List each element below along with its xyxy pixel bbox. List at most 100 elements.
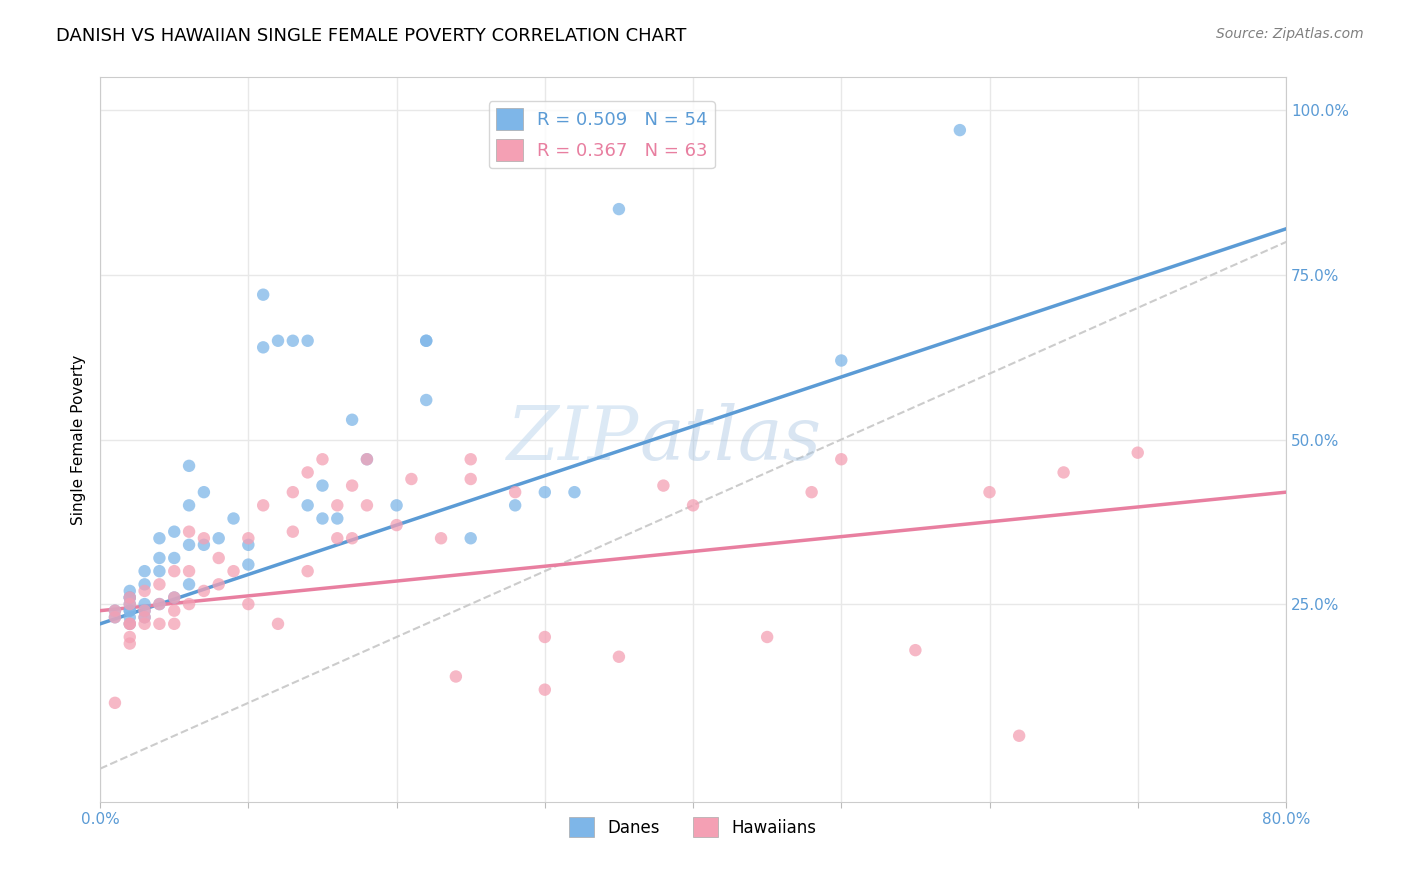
Point <box>134 597 156 611</box>
Point <box>134 604 156 618</box>
Point <box>118 616 141 631</box>
Point <box>401 472 423 486</box>
Point <box>830 353 852 368</box>
Point <box>222 564 245 578</box>
Point <box>415 334 437 348</box>
Point <box>148 551 170 566</box>
Point <box>533 682 555 697</box>
Point <box>385 499 408 513</box>
Point <box>134 577 156 591</box>
Point <box>163 551 186 566</box>
Point <box>163 604 186 618</box>
Point <box>533 485 555 500</box>
Point <box>163 564 186 578</box>
Point <box>177 577 200 591</box>
Point <box>148 564 170 578</box>
Point <box>134 604 156 618</box>
Point <box>1008 729 1031 743</box>
Point <box>607 202 630 216</box>
Point <box>415 334 437 348</box>
Point <box>148 616 170 631</box>
Point <box>163 524 186 539</box>
Point <box>177 538 200 552</box>
Point <box>118 616 141 631</box>
Point <box>193 583 215 598</box>
Point <box>252 499 274 513</box>
Point <box>267 616 290 631</box>
Point <box>281 334 304 348</box>
Point <box>415 392 437 407</box>
Point <box>1126 445 1149 459</box>
Point <box>134 610 156 624</box>
Point <box>118 610 141 624</box>
Point <box>104 604 127 618</box>
Point <box>163 591 186 605</box>
Point <box>193 538 215 552</box>
Text: DANISH VS HAWAIIAN SINGLE FEMALE POVERTY CORRELATION CHART: DANISH VS HAWAIIAN SINGLE FEMALE POVERTY… <box>56 27 686 45</box>
Text: Source: ZipAtlas.com: Source: ZipAtlas.com <box>1216 27 1364 41</box>
Point <box>238 597 260 611</box>
Point <box>281 524 304 539</box>
Point <box>222 511 245 525</box>
Point <box>134 583 156 598</box>
Point <box>148 597 170 611</box>
Point <box>252 340 274 354</box>
Point <box>148 577 170 591</box>
Point <box>297 466 319 480</box>
Point <box>904 643 927 657</box>
Point <box>163 616 186 631</box>
Point <box>118 583 141 598</box>
Point <box>979 485 1001 500</box>
Point <box>118 591 141 605</box>
Point <box>238 531 260 545</box>
Point <box>208 577 231 591</box>
Point <box>267 334 290 348</box>
Point <box>148 597 170 611</box>
Point <box>148 531 170 545</box>
Point <box>104 696 127 710</box>
Text: atlas: atlas <box>640 403 821 475</box>
Y-axis label: Single Female Poverty: Single Female Poverty <box>72 354 86 524</box>
Point <box>311 452 333 467</box>
Point <box>533 630 555 644</box>
Point <box>385 518 408 533</box>
Point <box>177 458 200 473</box>
Point <box>311 478 333 492</box>
Point <box>830 452 852 467</box>
Point <box>118 637 141 651</box>
Point <box>356 499 378 513</box>
Point <box>193 531 215 545</box>
Point <box>208 551 231 566</box>
Point <box>104 610 127 624</box>
Point <box>356 452 378 467</box>
Point <box>340 413 363 427</box>
Point <box>134 564 156 578</box>
Point <box>118 591 141 605</box>
Point <box>134 616 156 631</box>
Point <box>118 604 141 618</box>
Point <box>104 604 127 618</box>
Point <box>297 499 319 513</box>
Point <box>503 499 526 513</box>
Point <box>177 564 200 578</box>
Point <box>460 452 482 467</box>
Point <box>652 478 675 492</box>
Point <box>297 334 319 348</box>
Point <box>326 511 349 525</box>
Point <box>193 485 215 500</box>
Point <box>460 472 482 486</box>
Point <box>238 538 260 552</box>
Point <box>1052 466 1074 480</box>
Point <box>118 597 141 611</box>
Point <box>564 485 586 500</box>
Point <box>118 591 141 605</box>
Point <box>177 524 200 539</box>
Point <box>340 531 363 545</box>
Point <box>326 531 349 545</box>
Point <box>340 478 363 492</box>
Point <box>430 531 453 545</box>
Point <box>444 669 467 683</box>
Point <box>756 630 779 644</box>
Point <box>326 499 349 513</box>
Point <box>118 604 141 618</box>
